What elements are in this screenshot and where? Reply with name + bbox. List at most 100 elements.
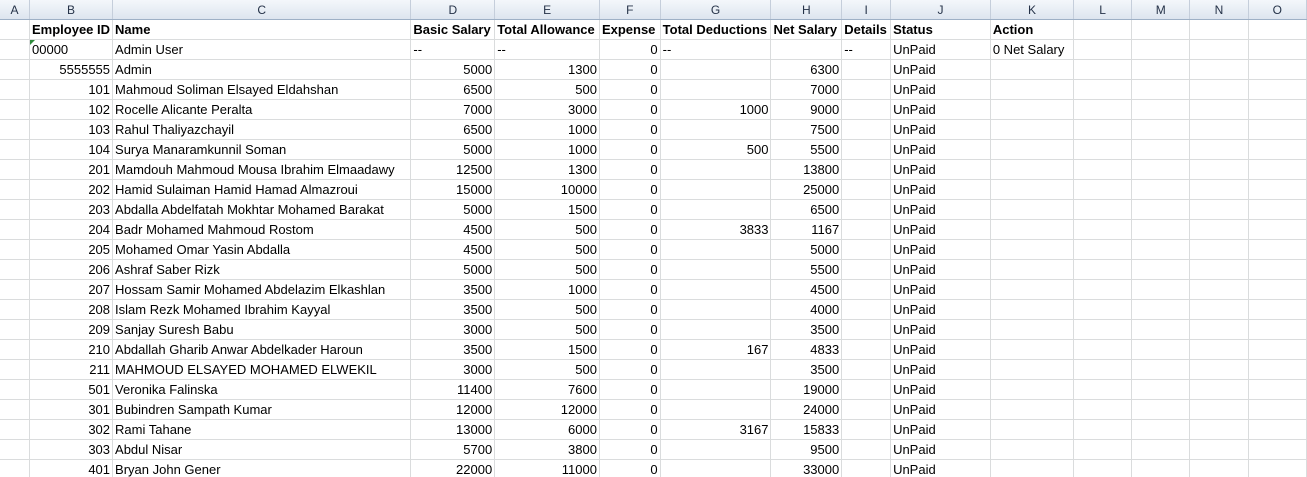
- empty-cell[interactable]: [1131, 139, 1191, 160]
- status-cell[interactable]: UnPaid: [890, 379, 991, 400]
- basic-salary-cell[interactable]: 22000: [410, 459, 496, 477]
- basic-salary-header[interactable]: Basic Salary: [410, 19, 496, 40]
- expense-header[interactable]: Expense: [599, 19, 661, 40]
- employee-id-cell[interactable]: 201: [29, 159, 114, 180]
- empty-cell[interactable]: [1248, 39, 1307, 60]
- action-cell[interactable]: [990, 319, 1075, 340]
- net-salary-cell[interactable]: 13800: [770, 159, 843, 180]
- name-cell[interactable]: Islam Rezk Mohamed Ibrahim Kayyal: [112, 299, 412, 320]
- employee-id-cell[interactable]: 401: [29, 459, 114, 477]
- empty-cell[interactable]: [1248, 399, 1307, 420]
- empty-cell[interactable]: [1131, 59, 1191, 80]
- empty-cell[interactable]: [0, 459, 30, 477]
- action-cell[interactable]: [990, 179, 1075, 200]
- basic-salary-cell[interactable]: 3500: [410, 299, 496, 320]
- empty-cell[interactable]: [1073, 179, 1133, 200]
- empty-cell[interactable]: [1248, 359, 1307, 380]
- empty-cell[interactable]: [0, 399, 30, 420]
- cell-l1[interactable]: [1073, 19, 1133, 40]
- basic-salary-cell[interactable]: 5000: [410, 59, 496, 80]
- empty-cell[interactable]: [1248, 159, 1307, 180]
- empty-cell[interactable]: [0, 159, 30, 180]
- total-allowance-cell[interactable]: 500: [494, 299, 600, 320]
- details-cell[interactable]: [841, 299, 892, 320]
- net-salary-cell[interactable]: 1167: [770, 219, 843, 240]
- total-allowance-cell[interactable]: 500: [494, 239, 600, 260]
- net-salary-cell[interactable]: 6300: [770, 59, 843, 80]
- action-header[interactable]: Action: [990, 19, 1075, 40]
- basic-salary-cell[interactable]: 3000: [410, 359, 496, 380]
- basic-salary-cell[interactable]: 3500: [410, 339, 496, 360]
- empty-cell[interactable]: [1131, 299, 1191, 320]
- empty-cell[interactable]: [1131, 239, 1191, 260]
- status-cell[interactable]: UnPaid: [890, 79, 991, 100]
- empty-cell[interactable]: [1189, 59, 1249, 80]
- basic-salary-cell[interactable]: --: [410, 39, 496, 60]
- net-salary-cell[interactable]: 25000: [770, 179, 843, 200]
- details-cell[interactable]: [841, 119, 892, 140]
- action-cell[interactable]: [990, 259, 1075, 280]
- employee-id-cell[interactable]: 102: [29, 99, 114, 120]
- status-cell[interactable]: UnPaid: [890, 119, 991, 140]
- empty-cell[interactable]: [0, 379, 30, 400]
- empty-cell[interactable]: [1189, 199, 1249, 220]
- details-cell[interactable]: [841, 319, 892, 340]
- employee-id-cell[interactable]: 203: [29, 199, 114, 220]
- net-salary-cell[interactable]: 7500: [770, 119, 843, 140]
- total-allowance-cell[interactable]: 11000: [494, 459, 600, 477]
- total-deductions-cell[interactable]: [660, 359, 772, 380]
- column-header-l[interactable]: L: [1073, 0, 1133, 20]
- column-header-f[interactable]: F: [599, 0, 661, 20]
- empty-cell[interactable]: [0, 39, 30, 60]
- empty-cell[interactable]: [1189, 219, 1249, 240]
- empty-cell[interactable]: [1131, 159, 1191, 180]
- name-cell[interactable]: Sanjay Suresh Babu: [112, 319, 412, 340]
- basic-salary-cell[interactable]: 15000: [410, 179, 496, 200]
- net-salary-cell[interactable]: 24000: [770, 399, 843, 420]
- total-allowance-cell[interactable]: 500: [494, 79, 600, 100]
- name-cell[interactable]: MAHMOUD ELSAYED MOHAMED ELWEKIL: [112, 359, 412, 380]
- total-deductions-cell[interactable]: [660, 439, 772, 460]
- empty-cell[interactable]: [1131, 259, 1191, 280]
- net-salary-cell[interactable]: 4000: [770, 299, 843, 320]
- total-deductions-cell[interactable]: --: [660, 39, 772, 60]
- empty-cell[interactable]: [1073, 199, 1133, 220]
- details-cell[interactable]: [841, 259, 892, 280]
- empty-cell[interactable]: [1073, 79, 1133, 100]
- empty-cell[interactable]: [1131, 339, 1191, 360]
- total-deductions-cell[interactable]: [660, 459, 772, 477]
- action-cell[interactable]: [990, 79, 1075, 100]
- action-cell[interactable]: [990, 59, 1075, 80]
- empty-cell[interactable]: [1073, 399, 1133, 420]
- net-salary-cell[interactable]: 9500: [770, 439, 843, 460]
- name-cell[interactable]: Rahul Thaliyazchayil: [112, 119, 412, 140]
- empty-cell[interactable]: [0, 419, 30, 440]
- total-deductions-cell[interactable]: [660, 179, 772, 200]
- empty-cell[interactable]: [1131, 199, 1191, 220]
- net-salary-cell[interactable]: 4500: [770, 279, 843, 300]
- total-allowance-header[interactable]: Total Allowance: [494, 19, 600, 40]
- details-cell[interactable]: [841, 179, 892, 200]
- total-deductions-cell[interactable]: [660, 59, 772, 80]
- total-deductions-cell[interactable]: [660, 119, 772, 140]
- details-cell[interactable]: [841, 439, 892, 460]
- name-cell[interactable]: Veronika Falinska: [112, 379, 412, 400]
- status-cell[interactable]: UnPaid: [890, 359, 991, 380]
- total-deductions-cell[interactable]: 3167: [660, 419, 772, 440]
- total-allowance-cell[interactable]: 1500: [494, 199, 600, 220]
- empty-cell[interactable]: [1248, 459, 1307, 477]
- action-cell[interactable]: [990, 239, 1075, 260]
- empty-cell[interactable]: [0, 79, 30, 100]
- empty-cell[interactable]: [1248, 379, 1307, 400]
- total-deductions-cell[interactable]: [660, 299, 772, 320]
- column-header-i[interactable]: I: [841, 0, 892, 20]
- empty-cell[interactable]: [0, 439, 30, 460]
- employee-id-cell[interactable]: 5555555: [29, 59, 114, 80]
- empty-cell[interactable]: [1131, 439, 1191, 460]
- cell-n1[interactable]: [1189, 19, 1249, 40]
- details-cell[interactable]: [841, 99, 892, 120]
- empty-cell[interactable]: [0, 319, 30, 340]
- total-deductions-cell[interactable]: [660, 399, 772, 420]
- details-cell[interactable]: --: [841, 39, 892, 60]
